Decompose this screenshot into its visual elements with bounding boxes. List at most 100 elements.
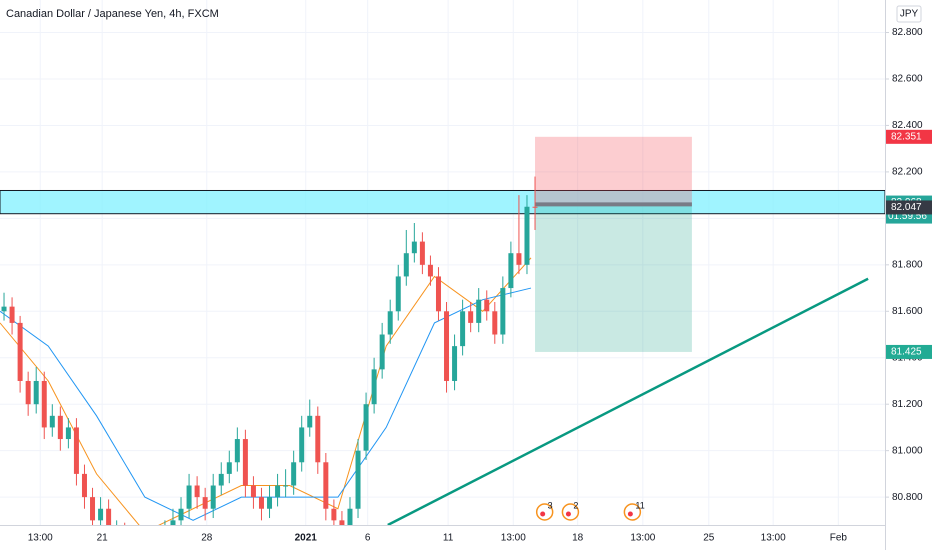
candle-body bbox=[387, 311, 393, 335]
y-tick-label: 81.600 bbox=[892, 306, 923, 317]
candle-body bbox=[57, 415, 63, 440]
candle-body bbox=[427, 264, 433, 277]
y-tick-label: 80.800 bbox=[892, 492, 923, 503]
candle-body bbox=[371, 369, 377, 405]
candle-body bbox=[17, 322, 23, 381]
candle-body bbox=[162, 532, 167, 544]
candle-body bbox=[323, 462, 329, 509]
x-tick-label: 13:00 bbox=[501, 533, 526, 544]
candle-body bbox=[210, 485, 216, 509]
event-dot bbox=[540, 511, 546, 517]
candle-body bbox=[25, 380, 31, 405]
x-tick-label: 2021 bbox=[295, 533, 318, 544]
candle-body bbox=[178, 508, 184, 521]
currency-box[interactable] bbox=[896, 5, 922, 23]
y-tick-label: 82.200 bbox=[892, 167, 923, 178]
chart-title: Canadian Dollar / Japanese Yen, 4h, FXCM bbox=[6, 8, 219, 20]
candle-body bbox=[154, 544, 159, 545]
candle-body bbox=[170, 520, 176, 525]
candle-body bbox=[468, 311, 474, 323]
candle-body bbox=[403, 253, 409, 277]
candle-body bbox=[379, 334, 385, 370]
event-marker bbox=[535, 503, 554, 521]
candle-body bbox=[106, 508, 112, 525]
price-tag bbox=[886, 129, 932, 144]
x-tick-label: 13:00 bbox=[28, 533, 53, 544]
candle-body bbox=[65, 427, 71, 440]
candle-body bbox=[138, 544, 143, 550]
x-tick-label: 21 bbox=[97, 533, 109, 544]
stop-area bbox=[535, 136, 692, 205]
candle-body bbox=[452, 346, 458, 381]
candle-body bbox=[419, 241, 425, 265]
candle-body bbox=[90, 497, 96, 521]
event-marker bbox=[561, 503, 580, 521]
y-tick-label: 82.400 bbox=[892, 120, 923, 131]
candle-body bbox=[41, 380, 47, 428]
candle-body bbox=[508, 253, 514, 289]
y-tick-label: 82.800 bbox=[892, 27, 923, 38]
price-tag bbox=[886, 344, 932, 359]
candle-body bbox=[250, 485, 256, 498]
moving-average bbox=[0, 257, 532, 525]
price-tag-label: 81.425 bbox=[891, 347, 922, 358]
event-label: 2 bbox=[573, 500, 578, 510]
candle-body bbox=[291, 462, 297, 486]
trendline bbox=[387, 277, 869, 525]
candle-body bbox=[275, 485, 281, 498]
event-label: 3 bbox=[548, 500, 553, 510]
candle-body bbox=[186, 485, 192, 509]
candle-body bbox=[202, 497, 208, 509]
candle-body bbox=[258, 497, 264, 509]
plot-area bbox=[0, 0, 885, 550]
candle-body bbox=[267, 497, 273, 509]
candle-body bbox=[130, 544, 135, 545]
candle-body bbox=[9, 306, 15, 323]
candle-body bbox=[299, 427, 305, 463]
event-dot bbox=[627, 511, 633, 517]
y-tick-label: 81.800 bbox=[892, 259, 923, 270]
candle-body bbox=[226, 462, 232, 474]
candle-body bbox=[283, 485, 289, 487]
candle-body bbox=[355, 450, 361, 509]
event-dot bbox=[565, 511, 571, 517]
candle-body bbox=[524, 206, 530, 265]
x-tick-label: Feb bbox=[830, 533, 848, 544]
candle-body bbox=[234, 439, 240, 463]
candle-body bbox=[363, 404, 369, 451]
candle-body bbox=[49, 415, 55, 428]
candle-body bbox=[73, 427, 79, 474]
candle-body bbox=[1, 306, 7, 312]
candle-body bbox=[242, 439, 248, 486]
x-tick-label: 13:00 bbox=[761, 533, 786, 544]
candle-body bbox=[339, 520, 345, 525]
candle-body bbox=[194, 485, 200, 498]
candle-body bbox=[484, 299, 490, 312]
candle-body bbox=[146, 544, 151, 550]
currency[interactable]: JPY bbox=[900, 9, 919, 20]
y-tick-label: 82.600 bbox=[892, 74, 923, 85]
candle-body bbox=[492, 311, 498, 335]
countdown: 01:59:56 bbox=[888, 211, 927, 222]
price-tag-label: 82.351 bbox=[891, 131, 922, 142]
candle-body bbox=[98, 508, 104, 521]
y-tick-label: 81.000 bbox=[892, 445, 923, 456]
candle-body bbox=[33, 380, 39, 405]
candle-body bbox=[315, 415, 321, 463]
candle-body bbox=[476, 299, 482, 323]
event-marker bbox=[623, 503, 642, 521]
candle-body bbox=[516, 253, 522, 265]
candle-body bbox=[347, 508, 353, 525]
event-label: 11 bbox=[635, 500, 644, 510]
moving-average bbox=[0, 287, 532, 521]
zone bbox=[0, 189, 885, 215]
candle-body bbox=[122, 532, 127, 544]
candle-body bbox=[218, 473, 224, 486]
candle-body bbox=[444, 311, 450, 381]
price-tag-label: 82.047 bbox=[891, 202, 922, 213]
candle-body bbox=[114, 532, 119, 539]
candle-body bbox=[411, 241, 417, 254]
target-area bbox=[535, 204, 692, 352]
